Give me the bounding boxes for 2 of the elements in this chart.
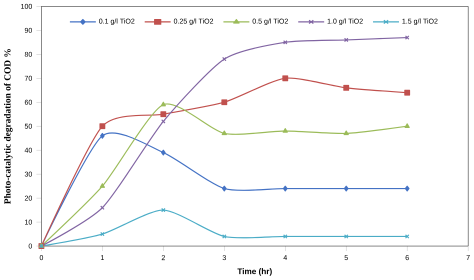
x-axis-title: Time (hr) bbox=[237, 268, 272, 276]
y-axis-title: Photo-catalytic degradation of COD % bbox=[4, 49, 13, 204]
